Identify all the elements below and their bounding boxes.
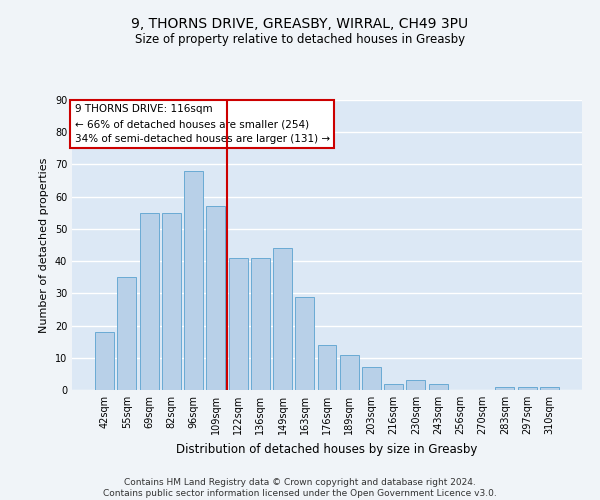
Text: 9, THORNS DRIVE, GREASBY, WIRRAL, CH49 3PU: 9, THORNS DRIVE, GREASBY, WIRRAL, CH49 3… bbox=[131, 18, 469, 32]
Bar bbox=[162, 213, 181, 390]
Bar bbox=[95, 332, 114, 390]
Bar bbox=[251, 258, 270, 390]
Y-axis label: Number of detached properties: Number of detached properties bbox=[39, 158, 49, 332]
X-axis label: Distribution of detached houses by size in Greasby: Distribution of detached houses by size … bbox=[176, 442, 478, 456]
Bar bbox=[429, 384, 448, 390]
Bar bbox=[362, 368, 381, 390]
Text: Contains HM Land Registry data © Crown copyright and database right 2024.
Contai: Contains HM Land Registry data © Crown c… bbox=[103, 478, 497, 498]
Text: 9 THORNS DRIVE: 116sqm
← 66% of detached houses are smaller (254)
34% of semi-de: 9 THORNS DRIVE: 116sqm ← 66% of detached… bbox=[74, 104, 329, 144]
Bar bbox=[295, 296, 314, 390]
Bar bbox=[540, 387, 559, 390]
Bar bbox=[206, 206, 225, 390]
Text: Size of property relative to detached houses in Greasby: Size of property relative to detached ho… bbox=[135, 32, 465, 46]
Bar bbox=[340, 354, 359, 390]
Bar bbox=[229, 258, 248, 390]
Bar bbox=[518, 387, 536, 390]
Bar bbox=[140, 213, 158, 390]
Bar bbox=[406, 380, 425, 390]
Bar bbox=[384, 384, 403, 390]
Bar bbox=[118, 277, 136, 390]
Bar bbox=[496, 387, 514, 390]
Bar bbox=[317, 345, 337, 390]
Bar bbox=[273, 248, 292, 390]
Bar bbox=[184, 171, 203, 390]
